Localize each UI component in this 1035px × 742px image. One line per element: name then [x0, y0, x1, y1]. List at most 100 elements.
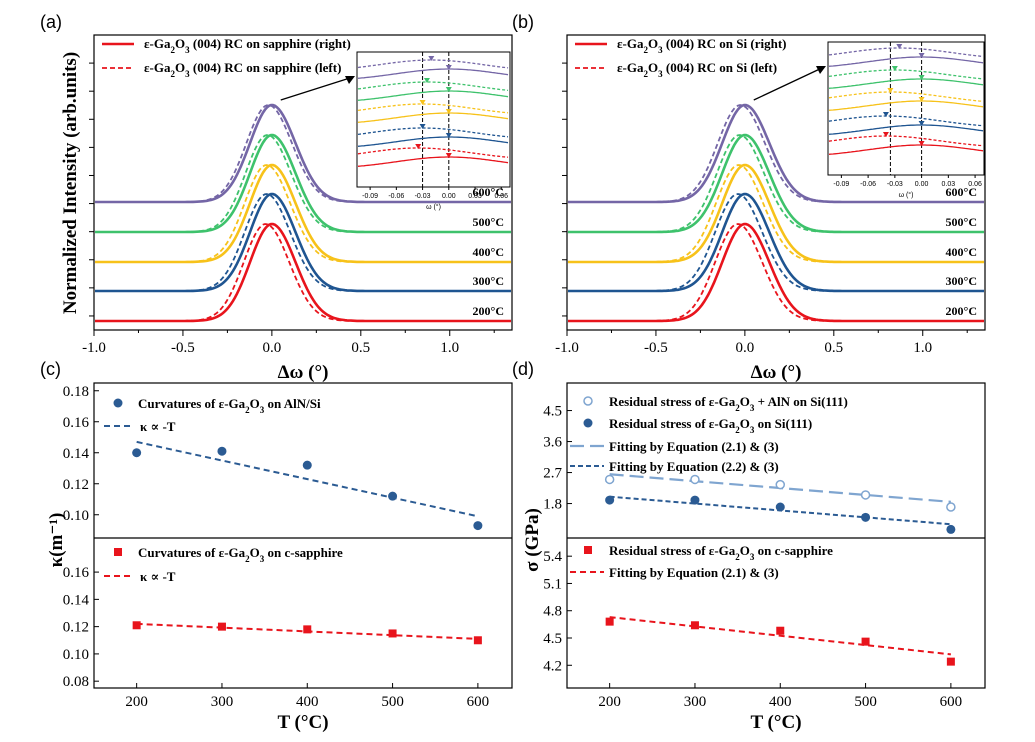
legend-marker: [584, 546, 592, 554]
series-label-300: 300°C: [473, 274, 504, 288]
legend-entry: Fitting by Equation (2.1) & (3): [609, 439, 779, 454]
inset-peak-marker: [423, 78, 430, 83]
data-point-open: [604, 474, 615, 485]
panel-a: Normalized Intensity (arb.units) (a) -1.0 -…: [40, 12, 513, 383]
panel-label: (d): [512, 359, 534, 379]
x-tick-label: 1.0: [440, 340, 459, 356]
inset-peak-marker: [415, 144, 422, 149]
inset-curve-500-solid: [828, 78, 984, 89]
inset-curve-200-solid: [828, 144, 984, 155]
inset-curve-500-solid: [357, 90, 509, 101]
legend-entry: κ ∝ -T: [140, 419, 176, 434]
inset-curve-300-dashed: [357, 127, 509, 138]
inset-curve-400-solid: [357, 112, 509, 123]
x-tick-label: 500: [381, 694, 404, 710]
panel-label: (b): [512, 12, 534, 32]
x-tick-label: 0.0: [262, 340, 281, 356]
data-point-open: [860, 490, 871, 500]
legend-entry: Residual stress of ε-Ga2O3 + AlN on Si(1…: [609, 394, 848, 413]
curve-200-dashed: [568, 223, 984, 322]
inset-tick-label: -0.06: [388, 193, 404, 200]
legend-entry: ε-Ga2O3 (004) RC on Si (left): [617, 60, 777, 79]
x-axis-label: Δω (°): [278, 362, 329, 383]
y-tick-label: 0.16: [63, 415, 90, 431]
data-point-bottom: [605, 617, 614, 626]
inset-peak-marker: [445, 65, 452, 70]
zoom-arrow: [753, 66, 825, 101]
x-tick-label: 600: [940, 694, 963, 710]
series-label-200: 200°C: [473, 304, 504, 318]
axes-frame: [93, 34, 513, 331]
inset-curve-400-solid: [828, 100, 984, 111]
x-tick-label: 500: [854, 694, 877, 710]
y-tick-label: 0.10: [63, 508, 89, 524]
y-tick-label: 5.4: [543, 549, 562, 565]
panel-d: (d) 200 300 400 500 600 T (°C) σ (GPa)1.8 2.7 3.6…: [512, 359, 986, 733]
x-tick-label: -0.5: [171, 340, 195, 356]
data-point-bottom: [776, 626, 785, 635]
inset-tick-label: -0.09: [362, 193, 378, 200]
y-tick-label: 0.16: [63, 565, 90, 581]
legend-entry: Curvatures of ε-Ga2O3 on AlN/Si: [138, 396, 321, 415]
inset-peak-marker: [891, 66, 898, 71]
y-tick-label: 4.5: [543, 631, 562, 647]
inset-tick-label: 0.03: [942, 181, 956, 188]
x-tick-label: 300: [211, 694, 234, 710]
legend-entry: ε-Ga2O3 (004) RC on sapphire (right): [144, 36, 351, 55]
x-tick-label: 0.0: [735, 340, 754, 356]
data-point-bottom: [861, 637, 870, 646]
curve-200-solid: [95, 222, 511, 323]
inset-tick-label: 0.00: [442, 193, 456, 200]
inset-axis-label: ω (°): [426, 203, 441, 211]
data-point-bottom: [132, 621, 141, 630]
x-tick-label: 600: [467, 694, 490, 710]
series-label-400: 400°C: [946, 245, 977, 259]
x-tick-label: -1.0: [82, 340, 106, 356]
inset-curve-600-dashed: [828, 47, 984, 58]
curve-400-solid: [568, 163, 984, 264]
inset-curve-300-dashed: [828, 115, 984, 127]
data-point-filled: [690, 495, 700, 505]
y-tick-label: 0.14: [63, 592, 90, 608]
data-point-filled: [605, 495, 615, 505]
inset-curve-200-solid: [357, 156, 509, 167]
data-point-bottom: [946, 657, 955, 666]
zoom-arrow-head: [816, 66, 826, 74]
y-tick-label: 5.1: [543, 576, 562, 592]
inset-curve-500-dashed: [357, 81, 509, 92]
inset-curve-200-dashed: [357, 147, 509, 158]
inset-tick-label: -0.03: [415, 193, 431, 200]
inset-curve-400-dashed: [828, 91, 984, 102]
legend-entry: Fitting by Equation (2.2) & (3): [609, 459, 779, 474]
series-label-200: 200°C: [946, 304, 977, 318]
y-tick-label: 0.12: [63, 477, 89, 493]
legend-entry: Fitting by Equation (2.1) & (3): [609, 565, 779, 580]
inset-curve-200-dashed: [828, 135, 984, 147]
x-axis-label: T (°C): [750, 712, 801, 733]
inset-peak-marker: [887, 88, 894, 93]
inset-curve-600-solid: [357, 68, 509, 79]
inset-tick-label: -0.06: [860, 181, 876, 188]
curve-600-dashed: [95, 104, 511, 203]
data-point-top: [132, 448, 142, 458]
y-tick-label: 0.08: [63, 674, 89, 690]
series-label-600: 600°C: [946, 185, 977, 199]
inset-peak-marker: [918, 53, 925, 58]
y-tick-label: 4.2: [543, 658, 562, 674]
x-tick-label: -1.0: [555, 340, 579, 356]
inset-peak-marker: [918, 75, 925, 80]
curve-500-solid: [568, 133, 984, 234]
legend-marker: [114, 548, 122, 556]
y-tick-label: 0.14: [63, 446, 90, 462]
legend-entry: κ ∝ -T: [140, 569, 176, 584]
curve-300-dashed: [95, 193, 511, 292]
zoom-arrow-head: [345, 76, 355, 84]
y-tick-label: 0.18: [63, 384, 89, 400]
y-tick-label: 1.8: [543, 497, 562, 513]
inset-tick-label: 0.06: [494, 193, 508, 200]
inset-peak-marker: [445, 87, 452, 92]
legend-entry: Residual stress of ε-Ga2O3 on Si(111): [609, 416, 812, 435]
y-tick-label: 0.10: [63, 647, 89, 663]
panel-label: (a): [40, 12, 62, 32]
